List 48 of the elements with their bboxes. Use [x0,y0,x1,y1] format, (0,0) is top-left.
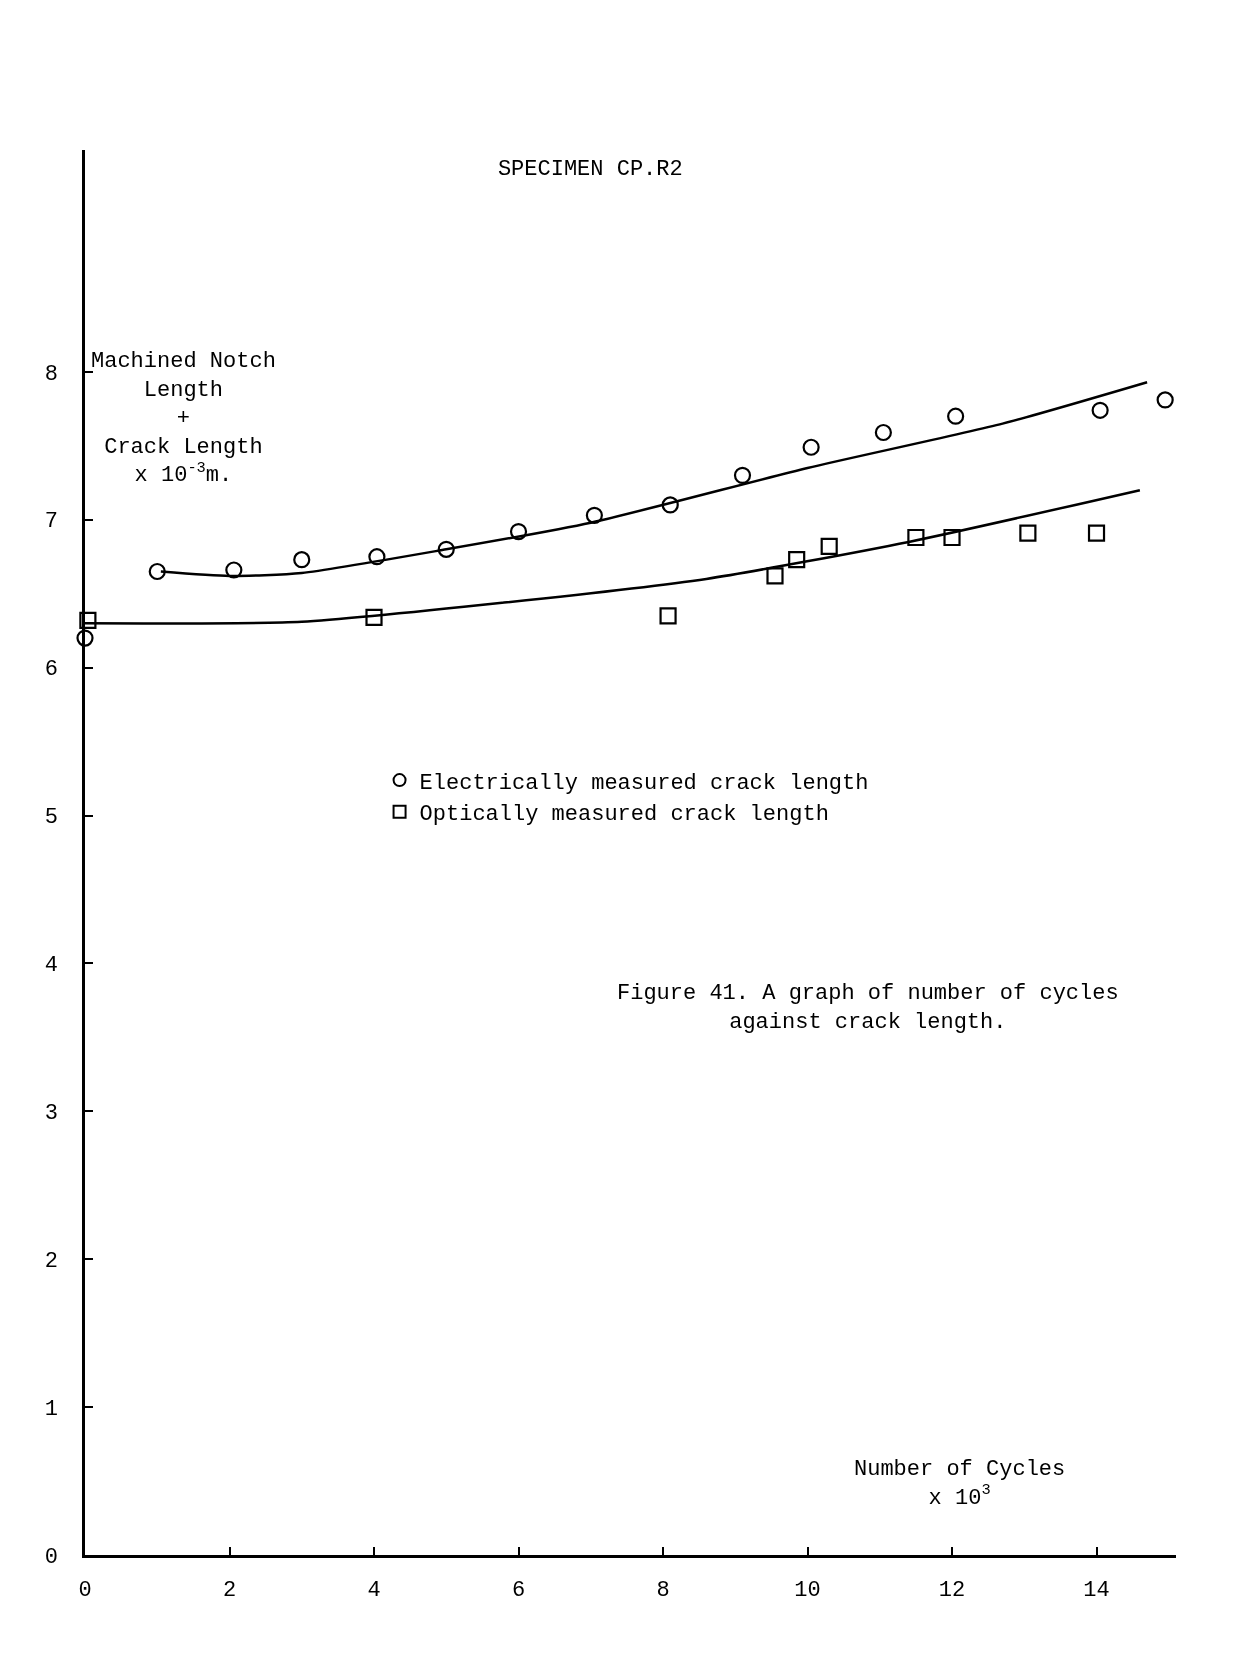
point [1091,401,1109,419]
point [148,562,166,581]
point [1156,391,1174,409]
point [788,551,806,569]
point [1087,524,1106,542]
y-tick-label: 0 [44,1544,58,1570]
point [365,608,383,626]
point [79,611,97,629]
x-tick-label: 8 [656,1578,670,1604]
point [76,629,94,647]
point [766,567,784,585]
y-tick-label: 2 [44,1248,58,1274]
point [943,528,961,547]
y-tick-label: 5 [44,805,58,831]
y-tick-label: 6 [44,657,58,683]
annotation: Figure 41. A graph of number of cycles against crack length. [617,981,1119,1035]
point [947,407,965,425]
point [368,548,386,566]
x-tick-label: 14 [1083,1578,1110,1604]
point [733,466,752,484]
y-tick-label: 8 [44,361,58,387]
point [661,496,679,514]
x-axis-title: Number of Cycles x 10$^{3}$ [854,1457,1066,1511]
point [907,528,925,547]
point [1019,524,1037,542]
y-tick-label: 4 [44,953,58,979]
x-tick-label: 2 [222,1578,237,1604]
point [659,607,677,625]
point [293,551,311,569]
legend-label: Electrically measured crack length [419,770,869,796]
point [585,506,603,524]
x-tick-label: 4 [367,1578,381,1604]
point [820,537,838,555]
y-tick-label: 7 [44,509,58,535]
x-tick-label: 12 [938,1578,966,1604]
y-tick-label: 3 [44,1101,58,1127]
x-tick-label: 0 [78,1578,92,1604]
x-tick-label: 6 [511,1578,526,1604]
y-tick-label: 1 [44,1396,58,1422]
point [437,540,455,558]
point [874,423,892,442]
point [225,561,243,579]
point [509,522,528,541]
x-tick-label: 10 [794,1578,821,1604]
chart-title: SPECIMEN CP.R2 [497,156,683,182]
legend-label: Optically measured crack length [419,802,829,828]
point [802,438,820,456]
y-axis-title: Machined Notch Length + Crack Length x 10$^{-3}$m. [91,349,276,489]
